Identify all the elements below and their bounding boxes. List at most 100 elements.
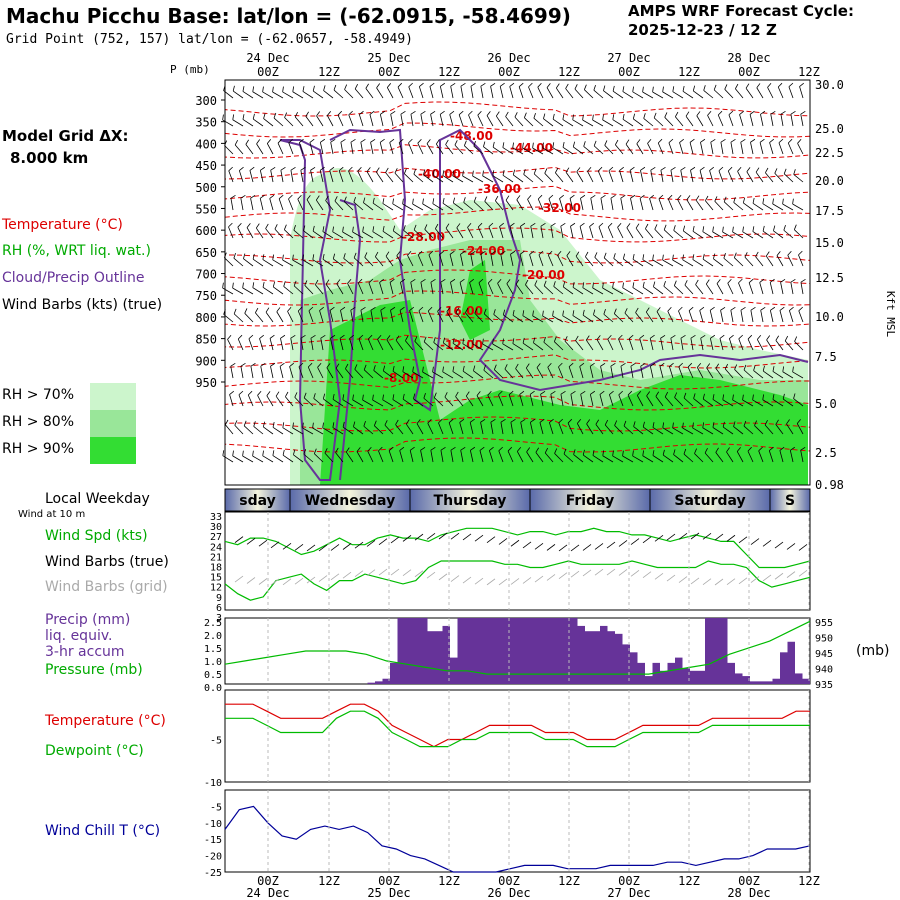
grid-wind-barb <box>522 577 532 584</box>
wind-barb <box>476 391 484 407</box>
wind-barb <box>775 335 784 351</box>
wind-barb <box>249 166 255 183</box>
wind-barb-flag <box>530 418 536 423</box>
wind-barb-staff <box>783 173 794 183</box>
precip-bar <box>802 678 810 684</box>
cloud-precip-outline <box>279 139 342 481</box>
wind-barb-staff <box>720 142 724 155</box>
wind-barb-staff <box>622 287 634 295</box>
wind-barb <box>412 366 424 379</box>
wind-barb-flag <box>548 194 554 200</box>
hour-label-bottom: 00Z <box>378 874 400 888</box>
wind-barb <box>293 280 304 295</box>
wind-barb <box>507 446 514 463</box>
wind-barb-staff <box>242 119 254 127</box>
wind-barb-staff <box>389 282 394 295</box>
wind-barb-flag <box>527 195 532 200</box>
wind-barb-flag <box>324 448 328 454</box>
wind-barb-flag <box>408 138 413 144</box>
wind-barb-flag <box>582 449 585 456</box>
wind-barb-staff <box>508 394 514 407</box>
wind-barb <box>312 422 324 435</box>
wind-barb-flag <box>778 138 784 144</box>
wind-barb-staff <box>370 310 374 323</box>
wind-10m-label: Wind at 10 m <box>18 509 86 520</box>
wind-barb <box>335 363 344 379</box>
wind-barb <box>312 254 324 267</box>
wind-barb <box>330 334 336 351</box>
wind-barb <box>332 226 344 239</box>
wind-barb-flag <box>579 362 585 367</box>
wind-barb-staff <box>292 259 304 267</box>
wind-barb-flag <box>646 391 651 397</box>
wind-barb-staff <box>445 144 454 155</box>
wind-barb-flag <box>473 140 476 147</box>
wind-barb <box>240 194 246 211</box>
temperature-contour <box>224 334 811 348</box>
wind-chill-tick-label: -25 <box>204 868 222 879</box>
wind-barb-staff <box>366 171 374 183</box>
wind-barb-flag <box>312 254 315 260</box>
temperature-contour <box>224 437 811 453</box>
wind-barb <box>695 195 704 211</box>
wind-barb <box>710 138 716 155</box>
wind-barb-flag <box>712 226 714 232</box>
wind-barb-flag <box>467 223 472 228</box>
cross-section-frame <box>224 79 811 486</box>
wind-barb <box>660 334 666 351</box>
wind-barb-staff <box>693 398 704 407</box>
wind-barb-staff <box>652 91 664 99</box>
wind-barb <box>329 306 335 323</box>
wind-barb-flag <box>692 422 694 429</box>
wind-barb <box>489 446 494 463</box>
wind-barb-flag <box>363 197 366 203</box>
wind-barb-flag <box>382 365 386 371</box>
true-wind-barb <box>294 544 304 551</box>
wind-barb <box>722 394 734 407</box>
wind-barb-flag <box>639 194 645 199</box>
wind-barb-staff <box>386 87 394 99</box>
wind-barb-flag <box>298 362 304 368</box>
wind-barb-staff <box>765 255 774 267</box>
wind-barb-staff <box>495 200 504 211</box>
wind-barb-staff <box>289 366 294 379</box>
wind-barb-flag <box>272 421 275 428</box>
wind-barb-staff <box>674 285 684 295</box>
hour-label-top: 00Z <box>498 65 520 79</box>
true-wind-barb <box>678 532 688 540</box>
date-label-top: 28 Dec <box>727 51 770 65</box>
wind-barb-flag <box>743 420 747 427</box>
height-tick-label: 7.5 <box>815 350 837 364</box>
wind-speed-grid-line <box>224 560 811 601</box>
wind-barb <box>603 85 614 99</box>
wind-barb <box>683 448 694 463</box>
wind-barb <box>348 166 354 183</box>
precip-bar <box>630 652 638 684</box>
wind-barb <box>402 393 414 407</box>
wind-barb <box>523 112 534 127</box>
wind-tick-label: 18 <box>210 563 222 574</box>
wind-barb <box>385 167 394 183</box>
precip-bar <box>787 641 795 684</box>
wind-barb <box>746 167 754 183</box>
wind-barb-staff <box>527 199 534 211</box>
wind-barb-flag <box>523 112 527 118</box>
precip-bar <box>780 652 788 684</box>
precip-bar <box>697 670 705 684</box>
wind-barb-staff <box>337 114 344 127</box>
wind-barb <box>342 394 354 407</box>
true-wind-barb <box>618 540 628 547</box>
wind-barb-flag <box>287 307 292 312</box>
wind-barb <box>465 391 474 407</box>
wind-barb <box>724 84 734 99</box>
wind-barb-flag <box>430 446 436 451</box>
wind-barb <box>573 449 584 463</box>
wind-barb <box>673 449 684 463</box>
wind-barb <box>274 224 284 239</box>
wind-barb-staff <box>495 115 504 127</box>
wind-barb-flag <box>723 196 727 202</box>
wind-barb-flag <box>673 280 677 286</box>
wind-barb-flag <box>703 85 706 91</box>
wind-barb-staff <box>465 395 474 407</box>
wind-barb-flag <box>772 366 775 372</box>
